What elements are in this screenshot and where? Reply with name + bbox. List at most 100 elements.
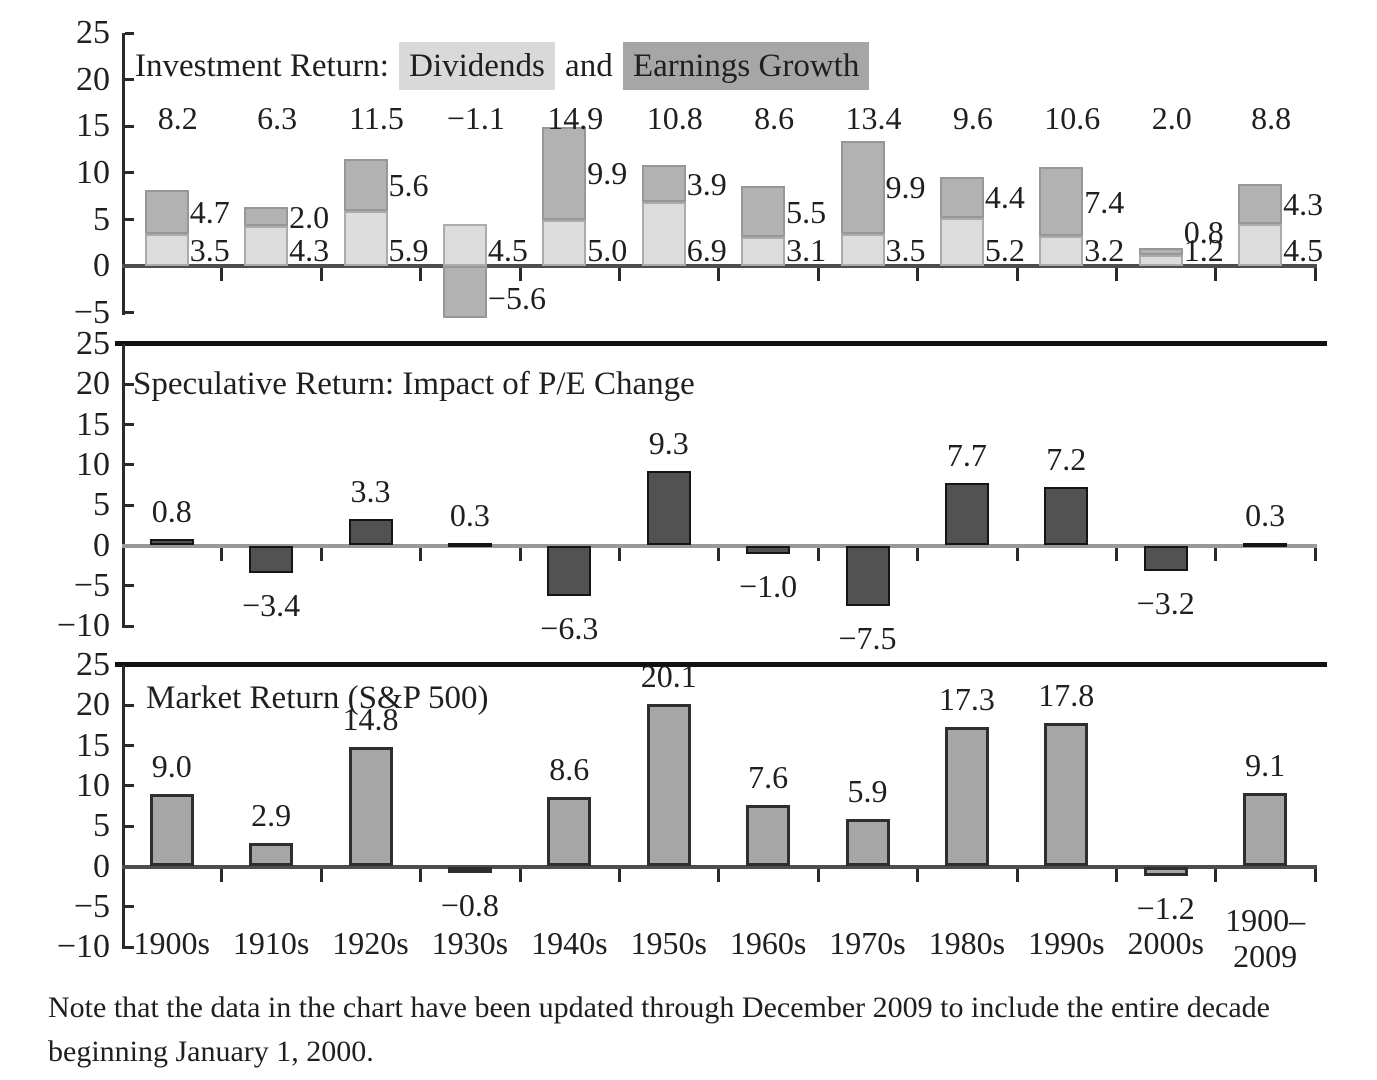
dividends-label: 4.5	[487, 232, 528, 269]
bar-1990s-dividends	[1039, 236, 1084, 267]
y-axis-tick	[125, 945, 134, 949]
category-label-line: 1950s	[630, 925, 707, 961]
y-axis-label: −5	[73, 566, 110, 604]
bar-1930s	[447, 543, 492, 548]
bar-1920s	[348, 518, 393, 546]
x-axis-tick	[1313, 547, 1317, 561]
bar-1950s	[646, 704, 691, 867]
legend-swatch-earnings-growth: Earnings Growth	[622, 42, 870, 90]
value-label: 0.3	[449, 497, 490, 534]
panel-title-investment-return: Investment Return: Dividends and Earning…	[135, 42, 871, 90]
category-label-line: 1940s	[531, 925, 608, 961]
earnings-growth-label: 2.0	[289, 198, 330, 235]
total-label: 2.0	[1151, 100, 1192, 136]
category-label-line: 1900–	[1225, 902, 1306, 938]
x-axis-tick	[1015, 268, 1019, 282]
total-label: 10.8	[646, 100, 703, 136]
panel-title-market-return: Market Return (S&P 500)	[146, 680, 489, 716]
x-axis-tick	[916, 868, 920, 882]
dividends-label: 5.2	[984, 232, 1025, 269]
value-label: −7.5	[838, 619, 897, 656]
category-label-line: 1980s	[928, 925, 1006, 961]
category-label-line: 1900s	[133, 925, 210, 961]
y-axis-label: 25	[76, 325, 110, 362]
dividends-label: 5.0	[587, 232, 628, 269]
category-label-line: 2009	[1233, 938, 1298, 974]
x-axis-tick	[717, 547, 721, 561]
x-axis-tick	[1313, 268, 1317, 282]
total-label: −1.1	[446, 100, 505, 136]
y-axis-tick	[125, 171, 134, 175]
x-axis-tick	[1015, 547, 1019, 561]
category-label-2000s: 2000s	[1106, 925, 1226, 961]
bar-1900s-dividends	[144, 233, 189, 267]
category-label-1950s: 1950s	[609, 925, 729, 961]
category-label-line: 1920s	[332, 925, 409, 961]
y-axis-label: 0	[93, 526, 110, 564]
bar-1960s	[746, 805, 791, 867]
dividends-label: 4.3	[289, 232, 330, 269]
y-axis-label: 15	[76, 726, 110, 764]
bar-1900–2009	[1243, 793, 1288, 867]
category-label-1930s: 1930s	[410, 925, 530, 961]
total-label: 9.6	[952, 100, 993, 136]
y-axis-label: −5	[73, 293, 110, 331]
category-label-line: 1960s	[729, 925, 807, 961]
x-axis-tick	[319, 547, 323, 561]
value-label: −1.0	[739, 567, 798, 604]
value-label: −3.4	[242, 586, 301, 623]
x-axis-tick	[717, 868, 721, 882]
bar-1920s	[348, 747, 393, 867]
x-axis-line	[122, 264, 1317, 269]
y-axis-tick	[125, 311, 134, 315]
value-label: 3.3	[350, 472, 391, 509]
value-label: 17.3	[938, 681, 995, 718]
x-axis-tick	[816, 268, 820, 282]
x-axis-tick	[816, 547, 820, 561]
y-axis-tick	[125, 744, 134, 748]
category-label-1960s: 1960s	[708, 925, 828, 961]
earnings-growth-label: 9.9	[885, 169, 926, 206]
bar-1950s-dividends	[641, 201, 686, 267]
total-label: 13.4	[845, 100, 902, 136]
bar-1980s-dividends	[939, 217, 984, 267]
y-axis-spine	[122, 665, 125, 950]
category-label-line: 1970s	[829, 925, 906, 961]
category-label-1990s: 1990s	[1006, 925, 1126, 961]
x-axis-tick	[518, 868, 522, 882]
y-axis-label: 10	[76, 445, 110, 483]
earnings-growth-label: −5.6	[487, 279, 546, 316]
value-label: −0.8	[440, 886, 499, 923]
bar-1910s-earnings-growth	[244, 207, 289, 227]
panel-top-rule	[115, 341, 1327, 346]
x-axis-tick	[1214, 268, 1218, 282]
earnings-growth-label: 9.9	[587, 155, 628, 192]
x-axis-tick	[220, 868, 224, 882]
bar-1910s-dividends	[244, 226, 289, 267]
y-axis-label: 20	[76, 365, 110, 403]
value-label: 9.3	[648, 424, 689, 461]
x-axis-tick	[816, 868, 820, 882]
y-axis-label: 5	[93, 807, 110, 845]
y-axis-tick	[125, 824, 134, 828]
dividends-label: 4.5	[1283, 232, 1324, 269]
x-axis-tick	[618, 547, 621, 561]
bar-1940s-dividends	[542, 219, 587, 267]
y-axis-label: 20	[76, 60, 110, 98]
y-axis-tick	[125, 584, 134, 588]
dividends-label: 3.5	[885, 232, 926, 269]
bar-1940s-earnings-growth	[542, 127, 587, 220]
category-label-line: 2000s	[1127, 925, 1204, 961]
x-axis-tick	[916, 268, 920, 282]
total-label: 11.5	[349, 100, 404, 136]
x-axis-tick	[319, 268, 323, 282]
category-label-line: 1910s	[232, 925, 310, 961]
category-label-1920s: 1920s	[311, 925, 431, 961]
bar-1970s-earnings-growth	[840, 141, 885, 234]
x-axis-tick	[220, 547, 224, 561]
dividends-label: 3.1	[786, 232, 827, 269]
earnings-growth-label: 3.9	[686, 165, 727, 202]
x-axis-tick	[1115, 547, 1118, 561]
bar-1930s-earnings-growth	[442, 266, 487, 319]
dividends-label: 3.2	[1084, 232, 1125, 269]
